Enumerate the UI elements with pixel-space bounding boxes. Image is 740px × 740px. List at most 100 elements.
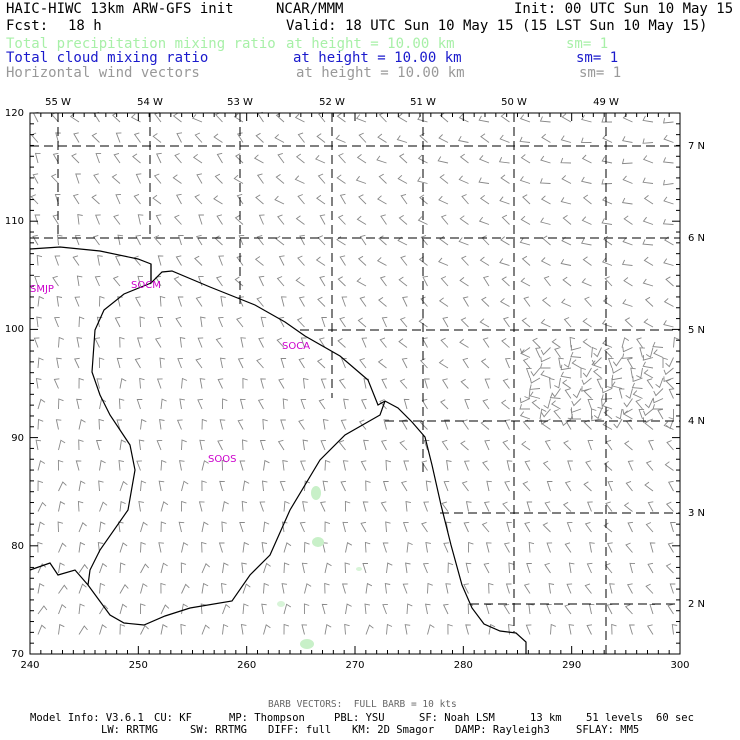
wind-barb — [546, 542, 553, 553]
wind-barb — [566, 521, 573, 533]
wind-barb — [570, 345, 582, 351]
wind-barb — [465, 624, 471, 635]
wind-barb — [78, 625, 88, 635]
wind-barb — [540, 257, 551, 266]
wind-barb — [296, 317, 305, 328]
wind-barb — [440, 276, 449, 287]
wind-barb — [94, 275, 101, 287]
wind-barb — [540, 370, 551, 379]
wind-barb — [519, 411, 531, 420]
wind-barb — [140, 418, 147, 430]
x-tick-label: 260 — [237, 660, 256, 671]
wind-barb — [539, 116, 551, 123]
wind-barb — [601, 117, 613, 123]
wind-barb — [580, 367, 586, 378]
wind-barb — [115, 255, 121, 266]
wind-barb — [214, 173, 223, 184]
wind-barb — [601, 319, 613, 328]
lat-label: 2 N — [688, 599, 705, 610]
wind-barb — [667, 603, 674, 615]
wind-barb — [625, 542, 633, 553]
wind-barb — [359, 296, 367, 307]
wind-barb — [584, 583, 592, 594]
lat-label: 4 N — [688, 416, 705, 427]
wind-barb — [423, 501, 429, 512]
wind-barb — [546, 603, 552, 615]
wind-barb — [158, 542, 164, 553]
wind-barb — [398, 338, 408, 348]
station-soos: SOOS — [208, 454, 236, 465]
wind-barb — [465, 501, 472, 512]
wind-barb — [480, 358, 490, 369]
wind-barb — [242, 541, 249, 553]
wind-barb — [295, 153, 305, 164]
wind-barb — [664, 461, 674, 471]
wind-barb — [263, 459, 270, 471]
wind-barb — [58, 439, 66, 451]
wind-barb — [236, 316, 244, 328]
wind-barb — [345, 541, 353, 553]
wind-barb — [643, 195, 654, 205]
wind-barb — [642, 417, 654, 424]
wind-barb — [198, 214, 204, 225]
wind-barb — [76, 275, 83, 287]
wind-barb — [506, 521, 512, 533]
wind-barb — [479, 256, 490, 266]
wind-barb — [181, 377, 188, 389]
wind-barb — [627, 583, 633, 594]
vertical-levels: 51 levels — [586, 712, 643, 724]
wind-barb — [58, 603, 67, 615]
wind-barb — [551, 400, 561, 410]
wind-barb — [140, 563, 150, 574]
wind-barb — [479, 318, 490, 328]
wind-barb — [283, 603, 292, 615]
station-smjp: SMJP — [30, 284, 54, 295]
wind-barb — [54, 194, 61, 205]
wind-barb — [459, 215, 469, 225]
wind-barb — [137, 275, 144, 287]
wind-barb — [398, 215, 408, 225]
wind-barb — [195, 296, 203, 307]
wind-barb — [500, 174, 510, 184]
wind-barb — [78, 377, 84, 389]
wind-barb — [581, 278, 592, 287]
wind-barb — [111, 112, 121, 123]
wind-barb — [421, 460, 428, 471]
wind-barb — [400, 255, 408, 266]
wind-barb — [135, 296, 141, 307]
wind-barb — [297, 132, 305, 143]
wind-barb — [521, 440, 531, 451]
wind-barb — [541, 297, 551, 307]
wind-barb — [553, 409, 561, 420]
wind-barb — [341, 357, 347, 369]
wind-barb — [235, 153, 244, 164]
wind-barb — [196, 173, 203, 184]
wind-barb — [319, 214, 326, 225]
wind-barb — [201, 582, 209, 594]
wind-barb — [621, 158, 633, 165]
wind-barb — [523, 296, 531, 307]
wind-barb — [643, 408, 654, 417]
wind-barb — [570, 407, 582, 414]
wind-barb — [405, 501, 411, 512]
wind-barb — [530, 367, 541, 377]
wind-barb — [399, 378, 408, 389]
wind-barb — [95, 152, 102, 164]
x-axis-labels: 240 250 260 270 280 290 300 — [20, 660, 689, 671]
wind-barb — [302, 439, 309, 451]
wind-barb — [525, 624, 532, 635]
wind-barb — [562, 379, 572, 389]
wind-barb — [342, 521, 349, 533]
wind-barb — [663, 298, 674, 307]
wind-barb — [217, 439, 223, 451]
wind-barb — [295, 276, 305, 287]
wind-barb — [194, 132, 203, 143]
wind-barb — [52, 214, 59, 225]
station-socm: SOCM — [131, 280, 161, 291]
wind-barb — [604, 276, 613, 287]
wind-barb — [258, 214, 265, 225]
wind-barb — [37, 398, 46, 410]
wind-barb — [580, 176, 592, 184]
wind-barb — [584, 296, 592, 307]
